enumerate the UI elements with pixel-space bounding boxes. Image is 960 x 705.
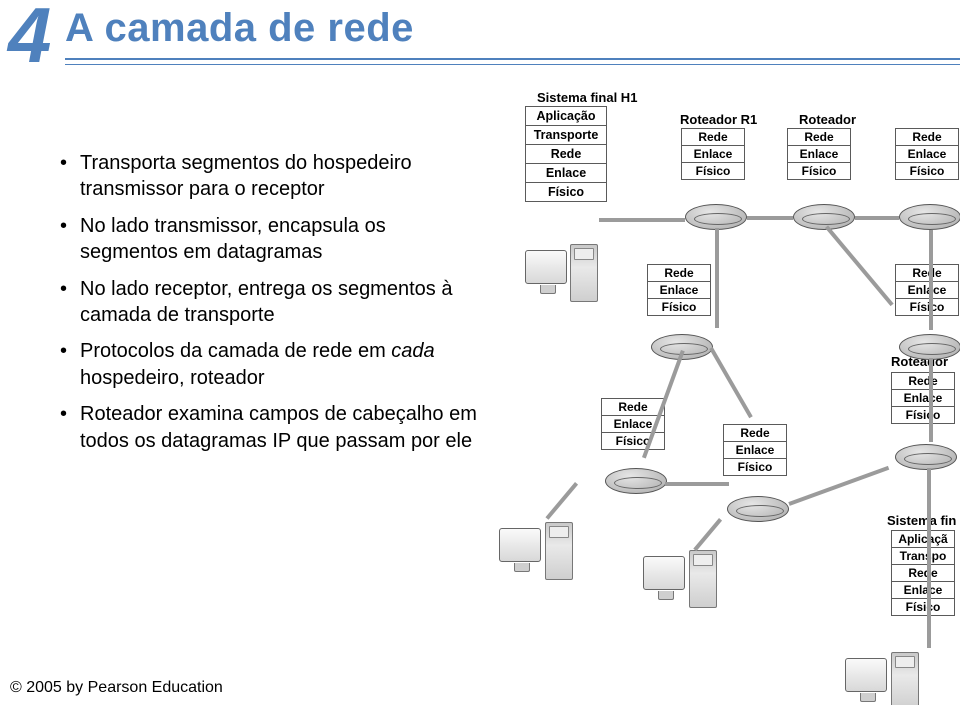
layer-link: Enlace	[681, 146, 745, 163]
layer-link: Enlace	[723, 442, 787, 459]
title-rule	[65, 58, 960, 60]
bullet-item: Roteador examina campos de cabeçalho em …	[58, 401, 488, 454]
bullet-em: cada	[391, 340, 434, 362]
link-line	[599, 218, 685, 222]
link-line	[855, 216, 899, 220]
monitor-icon	[845, 658, 887, 692]
bullet-text: Protocolos da camada de rede em	[80, 340, 391, 362]
layer-stack-r1: Rede Enlace Físico	[681, 128, 745, 180]
bullet-list: Transporta segmentos do hospedeiro trans…	[58, 150, 488, 464]
layer-stack-router-far: Rede Enlace Físico	[895, 128, 959, 180]
bullet-item: No lado transmissor, encapsula os segmen…	[58, 213, 488, 266]
link-line	[709, 347, 752, 418]
diagram-label-system2: Sistema fin	[887, 513, 956, 528]
bullet-text: hospedeiro, roteador	[80, 367, 265, 389]
diagram-label-h1: Sistema final H1	[537, 90, 637, 105]
layer-network: Rede	[787, 128, 851, 146]
link-line	[665, 482, 729, 486]
layer-network: Rede	[895, 128, 959, 146]
layer-phys: Físico	[895, 163, 959, 180]
monitor-icon	[643, 556, 685, 590]
layer-phys: Físico	[647, 299, 711, 316]
layer-phys: Físico	[723, 459, 787, 476]
chapter-number: 4	[8, 0, 47, 81]
slide: 4 A camada de rede Transporta segmentos …	[0, 0, 960, 705]
bullet-item: Transporta segmentos do hospedeiro trans…	[58, 150, 488, 203]
server-icon	[891, 652, 919, 705]
link-line	[929, 230, 933, 330]
layer-transport: Transpo	[891, 548, 955, 565]
layer-link: Enlace	[895, 282, 959, 299]
layer-phys: Físico	[525, 183, 607, 202]
link-line	[825, 225, 894, 306]
layer-network: Rede	[891, 565, 955, 582]
layer-stack-bot-right: Rede Enlace Físico	[891, 372, 955, 424]
layer-phys: Físico	[601, 433, 665, 450]
layer-phys: Físico	[895, 299, 959, 316]
bullet-item: Protocolos da camada de rede em cada hos…	[58, 338, 488, 391]
layer-stack-router: Rede Enlace Físico	[787, 128, 851, 180]
bullet-item: No lado receptor, entrega os segmentos à…	[58, 276, 488, 329]
layer-network: Rede	[647, 264, 711, 282]
network-diagram: Sistema final H1 Roteador R1 Roteador Ap…	[495, 88, 960, 668]
link-line	[715, 228, 719, 328]
page-title: A camada de rede	[65, 6, 414, 51]
router-icon	[793, 204, 855, 230]
copyright-text: 2005 by Pearson Education	[10, 679, 223, 697]
layer-stack-mid-left: Rede Enlace Físico	[647, 264, 711, 316]
layer-link: Enlace	[647, 282, 711, 299]
router-icon	[685, 204, 747, 230]
server-icon	[570, 244, 598, 302]
layer-network: Rede	[723, 424, 787, 442]
layer-app: Aplicaçã	[891, 530, 955, 548]
layer-link: Enlace	[895, 146, 959, 163]
server-icon	[689, 550, 717, 608]
link-line	[927, 468, 931, 648]
diagram-label-router: Roteador	[799, 112, 856, 127]
layer-network: Rede	[891, 372, 955, 390]
router-icon	[895, 444, 957, 470]
layer-network: Rede	[525, 145, 607, 164]
layer-stack-h1: Aplicação Transporte Rede Enlace Físico	[525, 106, 607, 202]
title-rule-thin	[65, 64, 960, 65]
link-line	[929, 358, 933, 442]
layer-phys: Físico	[891, 407, 955, 424]
layer-transport: Transporte	[525, 126, 607, 145]
layer-network: Rede	[895, 264, 959, 282]
router-icon	[899, 204, 960, 230]
monitor-icon	[499, 528, 541, 562]
layer-stack-bot-mid: Rede Enlace Físico	[723, 424, 787, 476]
layer-stack-mid-right: Rede Enlace Físico	[895, 264, 959, 316]
link-line	[788, 466, 889, 506]
layer-link: Enlace	[787, 146, 851, 163]
link-line	[747, 216, 793, 220]
link-line	[545, 482, 578, 520]
layer-phys: Físico	[787, 163, 851, 180]
layer-network: Rede	[601, 398, 665, 416]
monitor-icon	[525, 250, 567, 284]
layer-phys: Físico	[891, 599, 955, 616]
server-icon	[545, 522, 573, 580]
router-icon	[605, 468, 667, 494]
layer-network: Rede	[681, 128, 745, 146]
layer-stack-system2: Aplicaçã Transpo Rede Enlace Físico	[891, 530, 955, 616]
diagram-label-r1: Roteador R1	[680, 112, 757, 127]
layer-link: Enlace	[891, 390, 955, 407]
router-icon	[727, 496, 789, 522]
layer-phys: Físico	[681, 163, 745, 180]
layer-app: Aplicação	[525, 106, 607, 126]
router-icon	[899, 334, 960, 360]
layer-link: Enlace	[891, 582, 955, 599]
link-line	[693, 518, 722, 551]
layer-link: Enlace	[525, 164, 607, 183]
